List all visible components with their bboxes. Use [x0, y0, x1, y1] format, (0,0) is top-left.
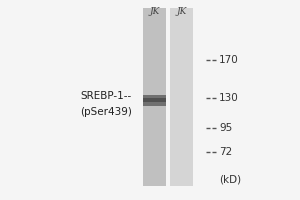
Bar: [143, 95, 166, 98]
Bar: [143, 102, 166, 106]
Text: 72: 72: [219, 147, 232, 157]
Text: 170: 170: [219, 55, 239, 65]
Text: JK: JK: [176, 7, 187, 16]
Bar: [170, 8, 193, 186]
Text: 130: 130: [219, 93, 239, 103]
Text: (kD): (kD): [219, 175, 241, 185]
Text: JK: JK: [149, 7, 160, 16]
Text: SREBP-1--: SREBP-1--: [81, 91, 132, 101]
Text: 95: 95: [219, 123, 232, 133]
Bar: [143, 95, 166, 106]
Text: (pSer439): (pSer439): [80, 107, 132, 117]
Bar: [143, 8, 166, 186]
